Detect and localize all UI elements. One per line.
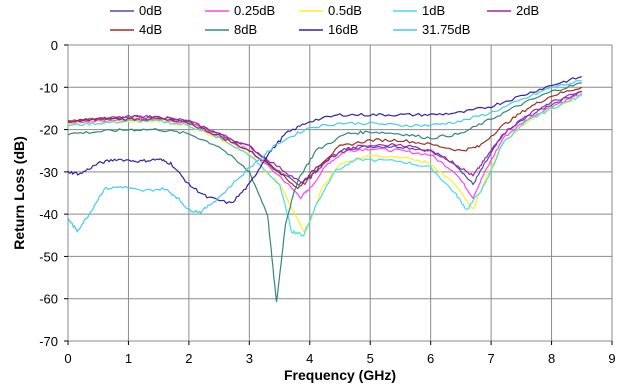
series-line-16dB bbox=[67, 76, 582, 205]
legend-item: 16dB bbox=[299, 22, 358, 37]
x-tick-label: 6 bbox=[427, 351, 434, 366]
axes: 0 1 2 3 4 5 6 7 8 9 0 -10 -20 -30 -40 -50 -60 -70 bbox=[39, 38, 615, 366]
series-line-2dB bbox=[67, 90, 582, 186]
x-axis-title: Frequency (GHz) bbox=[284, 367, 396, 383]
legend-item: 1dB bbox=[393, 3, 445, 18]
series-line-0.5dB bbox=[67, 95, 582, 233]
x-tick-label: 3 bbox=[246, 351, 253, 366]
series-line-0.25dB bbox=[67, 93, 583, 200]
legend-label: 4dB bbox=[139, 22, 162, 37]
legend-label: 0dB bbox=[139, 3, 162, 18]
y-tick-label: 0 bbox=[51, 38, 58, 53]
y-tick-label: -60 bbox=[39, 292, 58, 307]
legend-label: 1dB bbox=[422, 3, 445, 18]
legend-item: 4dB bbox=[110, 22, 162, 37]
y-tick-label: -40 bbox=[39, 207, 58, 222]
x-tick-label: 8 bbox=[548, 351, 555, 366]
series-line-1dB bbox=[67, 95, 582, 237]
x-tick-label: 2 bbox=[185, 351, 192, 366]
series-line-4dB bbox=[67, 86, 583, 190]
series-lines bbox=[67, 76, 583, 302]
y-tick-label: -70 bbox=[39, 334, 58, 349]
x-tick-label: 1 bbox=[125, 351, 132, 366]
legend-item: 0.5dB bbox=[299, 3, 362, 18]
series-line-31.75dB bbox=[67, 80, 582, 234]
y-tick-label: -10 bbox=[39, 80, 58, 95]
x-tick-label: 9 bbox=[608, 351, 615, 366]
legend-label: 16dB bbox=[328, 22, 358, 37]
legend-label: 0.25dB bbox=[234, 3, 275, 18]
y-tick-label: -20 bbox=[39, 123, 58, 138]
x-tick-label: 0 bbox=[64, 351, 71, 366]
x-tick-label: 7 bbox=[487, 351, 494, 366]
legend-label: 8dB bbox=[234, 22, 257, 37]
series-line-8dB bbox=[67, 82, 582, 302]
y-tick-label: -30 bbox=[39, 165, 58, 180]
legend-label: 2dB bbox=[516, 3, 539, 18]
y-tick-label: -50 bbox=[39, 249, 58, 264]
plot-area bbox=[67, 44, 613, 342]
legend-item: 0dB bbox=[110, 3, 162, 18]
legend-item: 0.25dB bbox=[205, 3, 275, 18]
x-tick-label: 4 bbox=[306, 351, 313, 366]
y-axis-title: Return Loss (dB) bbox=[11, 136, 27, 250]
legend-item: 31.75dB bbox=[393, 22, 470, 37]
x-tick-label: 5 bbox=[367, 351, 374, 366]
legend-label: 31.75dB bbox=[422, 22, 470, 37]
legend-item: 8dB bbox=[205, 22, 257, 37]
legend: 0dB 0.25dB 0.5dB 1dB 2dB 4dB 8dB 16dB 31.75dB bbox=[110, 3, 539, 37]
legend-label: 0.5dB bbox=[328, 3, 362, 18]
legend-item: 2dB bbox=[487, 3, 539, 18]
grid bbox=[67, 44, 613, 342]
